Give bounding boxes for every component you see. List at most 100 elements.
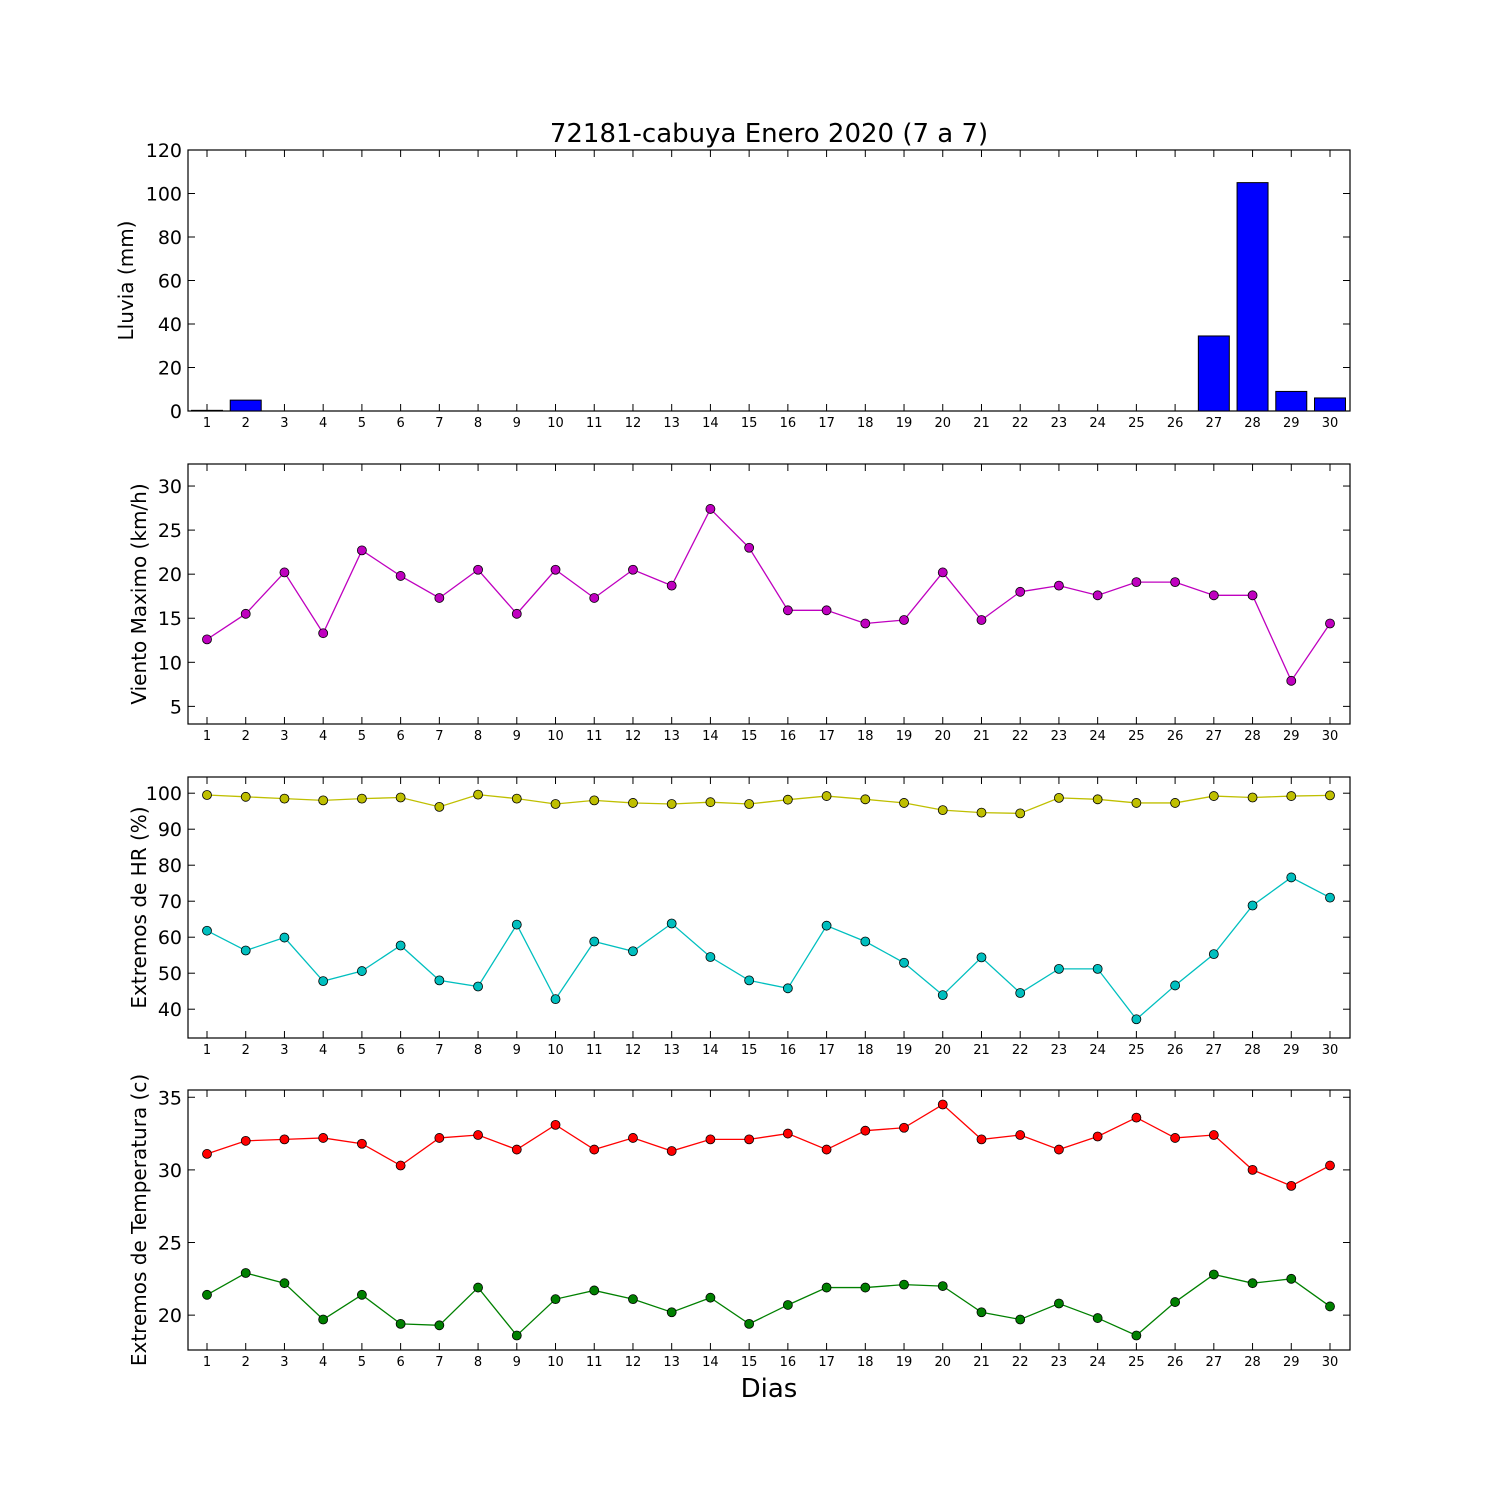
series-line-1 xyxy=(206,1103,1331,1187)
y-tick-label: 80 xyxy=(158,855,182,877)
x-tick-label: 27 xyxy=(1206,1355,1223,1370)
x-tick-label: 7 xyxy=(435,1355,443,1370)
point-s1-day-1 xyxy=(202,790,212,800)
x-tick-label: 25 xyxy=(1128,416,1145,431)
point-s1-day-7 xyxy=(434,1133,445,1143)
point-s2-day-8 xyxy=(473,1282,483,1293)
point-s1-day-3 xyxy=(279,793,290,804)
y-tick-label: 60 xyxy=(158,927,182,949)
x-tick-label: 5 xyxy=(358,1043,366,1058)
point-s1-day-24 xyxy=(1092,590,1103,601)
point-s2-day-28 xyxy=(1247,900,1258,911)
point-s1-day-3 xyxy=(279,567,290,578)
x-tick-label: 21 xyxy=(973,416,990,431)
point-s1-day-18 xyxy=(860,618,871,629)
point-s1-day-10 xyxy=(550,799,561,809)
series-line-2 xyxy=(206,876,1331,1021)
x-tick-label: 22 xyxy=(1012,1355,1029,1370)
point-s1-day-22 xyxy=(1015,1130,1026,1140)
point-s1-day-20 xyxy=(937,1099,948,1110)
point-s1-day-13 xyxy=(666,580,677,591)
y-tick-label: 25 xyxy=(158,1233,182,1255)
point-s2-day-11 xyxy=(589,1285,600,1296)
point-s2-day-12 xyxy=(628,946,638,957)
point-s1-day-8 xyxy=(473,1130,483,1140)
x-tick-label: 24 xyxy=(1089,1043,1106,1058)
x-tick-label: 16 xyxy=(780,416,797,431)
point-s2-day-1 xyxy=(202,925,212,936)
point-s1-day-13 xyxy=(666,799,677,809)
point-s1-day-4 xyxy=(318,795,329,806)
point-s2-day-14 xyxy=(705,952,716,962)
x-tick-label: 2 xyxy=(242,1043,250,1058)
point-s2-day-7 xyxy=(434,1320,445,1331)
x-tick-label: 9 xyxy=(513,1355,521,1370)
point-s1-day-21 xyxy=(976,1134,987,1145)
point-s1-day-30 xyxy=(1325,618,1335,629)
point-s1-day-7 xyxy=(434,593,445,603)
point-s1-day-19 xyxy=(899,798,909,808)
y-tick-label: 80 xyxy=(158,227,182,249)
x-tick-label: 4 xyxy=(319,729,327,744)
x-tick-label: 21 xyxy=(973,1043,990,1058)
point-s1-day-12 xyxy=(628,564,638,575)
x-tick-label: 14 xyxy=(702,416,719,431)
x-tick-label: 13 xyxy=(663,1043,680,1058)
x-tick-label: 20 xyxy=(934,1355,951,1370)
point-s2-day-3 xyxy=(279,1278,290,1289)
point-s2-day-3 xyxy=(279,932,290,943)
x-tick-label: 4 xyxy=(319,416,327,431)
point-s1-day-5 xyxy=(356,1138,367,1149)
point-s2-day-22 xyxy=(1015,988,1026,998)
x-tick-label: 20 xyxy=(934,416,951,431)
x-tick-label: 3 xyxy=(280,1355,288,1370)
x-tick-label: 26 xyxy=(1167,1355,1184,1370)
point-s2-day-10 xyxy=(550,994,561,1005)
point-s1-day-1 xyxy=(202,634,212,645)
y-tick-label: 120 xyxy=(146,140,182,162)
point-s1-day-27 xyxy=(1208,1130,1219,1140)
bar-day-1 xyxy=(191,409,223,412)
point-s2-day-1 xyxy=(202,1289,212,1300)
point-s1-day-25 xyxy=(1131,798,1142,808)
x-tick-label: 1 xyxy=(203,729,211,744)
x-tick-label: 23 xyxy=(1051,1043,1068,1058)
point-s2-day-20 xyxy=(937,990,948,1001)
x-tick-label: 28 xyxy=(1244,416,1261,431)
point-s2-day-17 xyxy=(821,1282,832,1293)
x-tick-label: 6 xyxy=(396,416,404,431)
x-tick-label: 15 xyxy=(741,729,758,744)
point-s1-day-29 xyxy=(1286,675,1297,686)
x-tick-label: 28 xyxy=(1244,729,1261,744)
point-s1-day-23 xyxy=(1054,792,1064,803)
x-tick-label: 8 xyxy=(474,729,482,744)
point-s2-day-18 xyxy=(860,1282,871,1293)
x-tick-label: 6 xyxy=(396,1043,404,1058)
point-s1-day-1 xyxy=(202,1149,212,1159)
point-s1-day-17 xyxy=(821,1144,832,1155)
x-tick-label: 1 xyxy=(203,416,211,431)
point-s1-day-21 xyxy=(976,807,987,818)
point-s2-day-18 xyxy=(860,936,871,947)
point-s1-day-2 xyxy=(240,1135,251,1146)
x-tick-label: 5 xyxy=(358,1355,366,1370)
y-tick-label: 60 xyxy=(158,271,182,293)
x-tick-label: 30 xyxy=(1322,1355,1339,1370)
x-tick-label: 7 xyxy=(435,416,443,431)
y-tick-label: 30 xyxy=(158,476,182,498)
plot-frame xyxy=(187,149,1351,412)
point-s1-day-30 xyxy=(1325,1160,1335,1171)
point-s1-day-30 xyxy=(1325,790,1335,801)
x-tick-label: 18 xyxy=(857,729,874,744)
x-tick-label: 17 xyxy=(818,1043,835,1058)
point-s1-day-2 xyxy=(240,608,251,619)
point-s2-day-29 xyxy=(1286,872,1297,883)
x-tick-label: 13 xyxy=(663,1355,680,1370)
point-s1-day-9 xyxy=(511,793,522,804)
x-tick-label: 18 xyxy=(857,1043,874,1058)
point-s1-day-18 xyxy=(860,1125,871,1136)
x-tick-label: 9 xyxy=(513,729,521,744)
point-s1-day-26 xyxy=(1170,577,1181,588)
